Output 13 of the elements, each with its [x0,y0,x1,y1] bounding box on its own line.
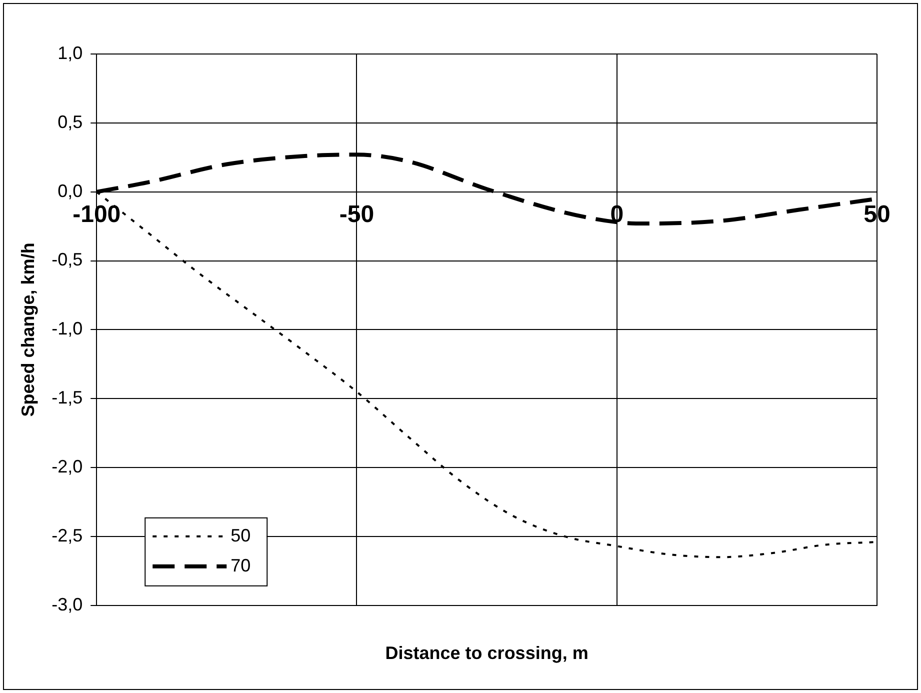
y-tick-label: 0,5 [58,112,83,132]
y-tick-label: -1,5 [52,388,83,408]
y-tick-label: 1,0 [58,42,83,63]
y-tick-label: -2,0 [52,456,83,477]
y-tick-label: 0,0 [58,180,83,201]
x-axis-title: Distance to crossing, m [385,643,588,664]
y-tick-label: -1,0 [52,318,83,339]
y-axis-title: Speed change, km/h [18,242,38,417]
legend-label: 70 [230,555,251,576]
y-tick-label: -2,5 [52,525,83,546]
y-tick-label: -3,0 [52,594,83,614]
y-tick-label: -0,5 [52,250,83,270]
legend-label: 50 [230,525,251,546]
